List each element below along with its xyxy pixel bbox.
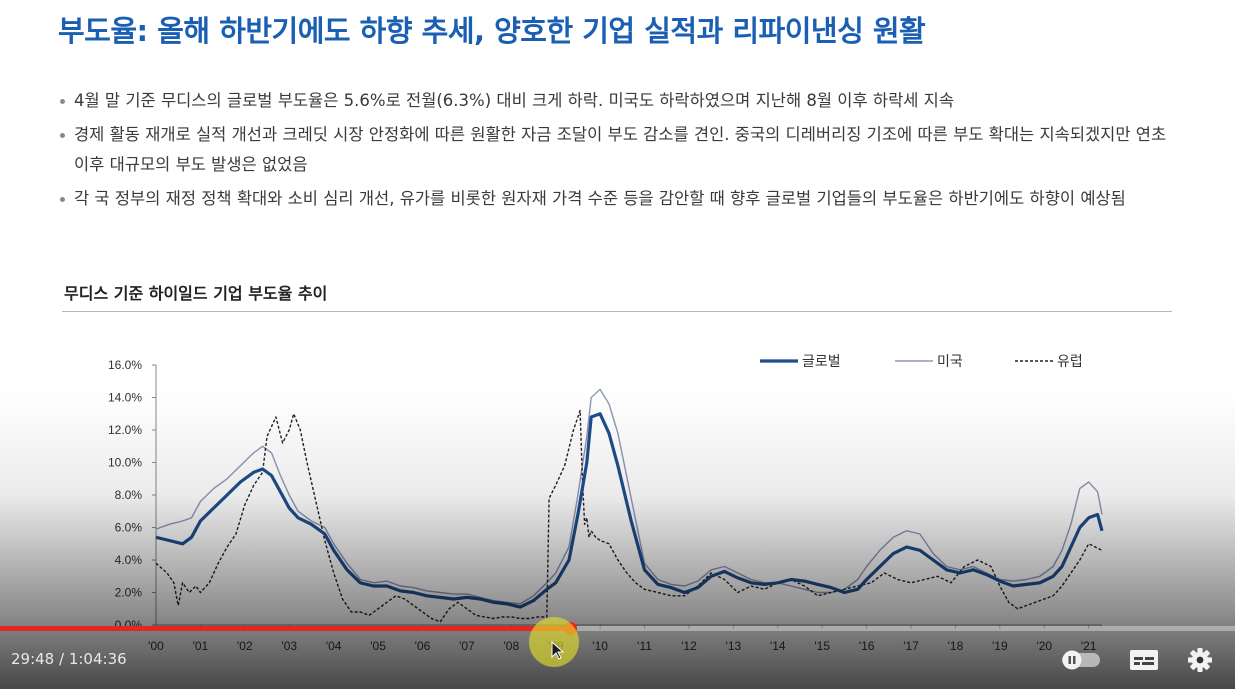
x-tick-label: '01 — [193, 639, 209, 653]
chart-title: 무디스 기준 하이일드 기업 부도율 추이 — [64, 284, 328, 303]
settings-button[interactable] — [1186, 646, 1214, 674]
legend-label: 유럽 — [1057, 354, 1083, 370]
slide-title: 부도율: 올해 하반기에도 하향 추세, 양호한 기업 실적과 리파이낸싱 원활 — [58, 14, 926, 48]
chart-title-divider — [62, 311, 1172, 312]
legend-label: 글로벌 — [802, 354, 841, 370]
x-tick-label: '14 — [770, 639, 786, 653]
x-tick-label: '00 — [148, 639, 164, 653]
bullet-item: 4월 말 기준 무디스의 글로벌 부도율은 5.6%로 전월(6.3%) 대비 … — [58, 86, 1178, 116]
x-tick-label: '04 — [326, 639, 342, 653]
x-tick-label: '19 — [992, 639, 1008, 653]
current-time: 29:48 — [11, 650, 55, 668]
cursor-highlight — [529, 617, 579, 667]
y-tick-label: 16.0% — [108, 358, 142, 372]
x-tick-label: '20 — [1036, 639, 1052, 653]
x-tick-label: '10 — [592, 639, 608, 653]
subtitles-icon — [1130, 650, 1158, 670]
x-tick-label: '08 — [503, 639, 519, 653]
y-tick-label: 8.0% — [115, 488, 143, 502]
x-tick-label: '02 — [237, 639, 253, 653]
subtitles-button[interactable] — [1129, 648, 1159, 672]
x-tick-label: '03 — [281, 639, 297, 653]
time-separator: / — [54, 650, 69, 668]
y-tick-label: 2.0% — [115, 586, 143, 600]
y-tick-label: 12.0% — [108, 423, 142, 437]
duration: 1:04:36 — [68, 650, 127, 668]
video-progress-bar[interactable] — [0, 622, 1235, 635]
time-display: 29:48 / 1:04:36 — [11, 650, 127, 668]
y-tick-label: 4.0% — [115, 553, 143, 567]
autoplay-toggle-icon — [1062, 650, 1100, 670]
legend-label: 미국 — [937, 354, 963, 370]
bullet-item: 각 국 정부의 재정 정책 확대와 소비 심리 개선, 유가를 비롯한 원자재 … — [58, 184, 1178, 214]
x-tick-label: '12 — [681, 639, 697, 653]
y-tick-label: 6.0% — [115, 521, 143, 535]
x-tick-label: '06 — [415, 639, 431, 653]
settings-gear-icon — [1188, 648, 1212, 672]
y-tick-label: 10.0% — [108, 456, 142, 470]
bullet-item: 경제 활동 재개로 실적 개선과 크레딧 시장 안정화에 따른 원활한 자금 조… — [58, 120, 1178, 180]
x-tick-label: '16 — [859, 639, 875, 653]
progress-played — [0, 626, 570, 631]
x-tick-label: '17 — [903, 639, 919, 653]
x-tick-label: '07 — [459, 639, 475, 653]
x-tick-label: '13 — [726, 639, 742, 653]
x-tick-label: '18 — [948, 639, 964, 653]
y-tick-label: 14.0% — [108, 391, 142, 405]
autoplay-toggle[interactable] — [1060, 650, 1102, 670]
x-tick-label: '05 — [370, 639, 386, 653]
bullet-list: 4월 말 기준 무디스의 글로벌 부도율은 5.6%로 전월(6.3%) 대비 … — [58, 86, 1178, 218]
x-tick-label: '15 — [814, 639, 830, 653]
mouse-pointer-icon — [551, 641, 565, 660]
x-tick-label: '11 — [637, 639, 652, 653]
